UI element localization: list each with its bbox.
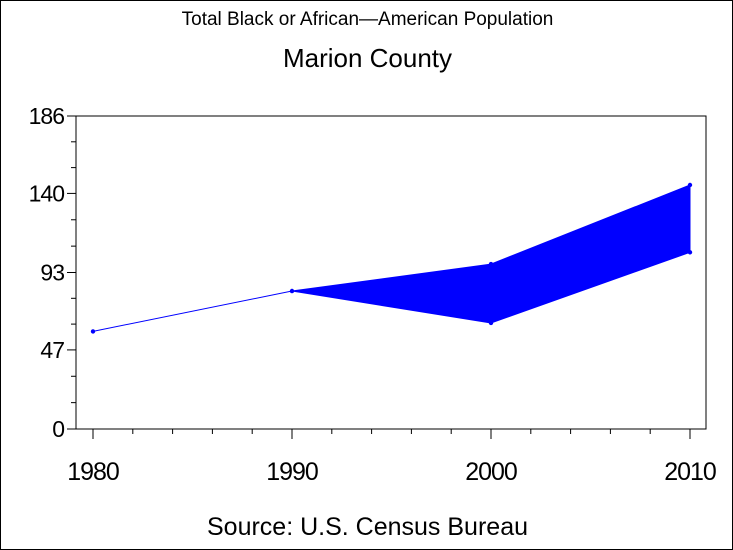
series-line <box>92 290 293 332</box>
chart-title: Total Black or African—American Populati… <box>181 9 554 30</box>
y-tick-label: 186 <box>29 103 65 129</box>
y-tick-label: 93 <box>40 260 64 286</box>
series-layer <box>90 182 693 334</box>
y-tick-label: 140 <box>29 180 65 206</box>
chart-source: Source: U.S. Census Bureau <box>207 513 528 541</box>
data-point-upper <box>488 261 494 267</box>
y-axis: 0 47 93 140 186 <box>29 103 76 442</box>
data-point-upper <box>687 182 693 188</box>
x-axis: 1980 1990 2000 2010 <box>67 429 717 486</box>
data-point-upper <box>289 288 295 294</box>
x-tick-label: 1980 <box>67 458 119 486</box>
series-band <box>291 184 691 324</box>
data-point-lower <box>687 250 693 255</box>
x-tick-label: 2010 <box>664 458 716 486</box>
chart-subtitle: Marion County <box>282 43 453 73</box>
x-tick-label: 2000 <box>465 458 517 486</box>
data-point-upper <box>90 329 96 334</box>
y-tick-label: 0 <box>52 416 64 442</box>
data-point-lower <box>488 320 494 326</box>
x-tick-label: 1990 <box>266 458 318 486</box>
y-tick-label: 47 <box>40 337 64 363</box>
